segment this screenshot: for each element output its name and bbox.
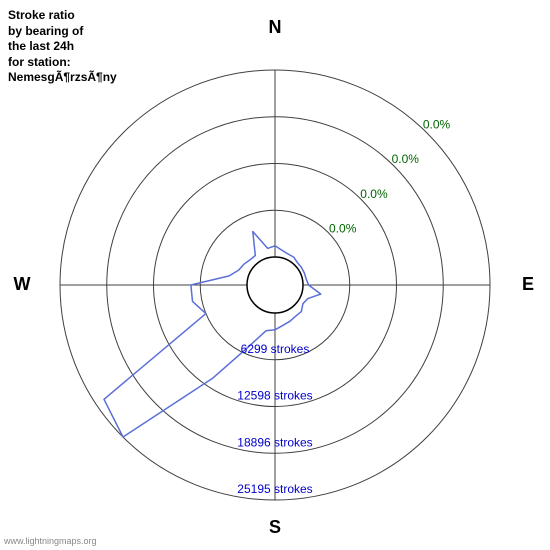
- stroke-count-label: 6299 strokes: [241, 342, 310, 356]
- cardinal-label: E: [522, 274, 534, 294]
- percent-label: 0.0%: [392, 152, 420, 166]
- stroke-count-label: 18896 strokes: [237, 435, 312, 449]
- cardinal-label: W: [14, 274, 31, 294]
- center-mask: [247, 257, 303, 313]
- percent-label: 0.0%: [360, 187, 388, 201]
- cardinal-label: S: [269, 517, 281, 537]
- percent-label: 0.0%: [423, 117, 451, 131]
- stroke-count-label: 12598 strokes: [237, 389, 312, 403]
- percent-label: 0.0%: [329, 222, 357, 236]
- polar-chart: N E S W 0.0% 0.0% 0.0% 0.0% 6299 strokes 12598 st…: [0, 0, 550, 550]
- stroke-count-label: 25195 strokes: [237, 482, 312, 496]
- cardinal-label: N: [269, 17, 282, 37]
